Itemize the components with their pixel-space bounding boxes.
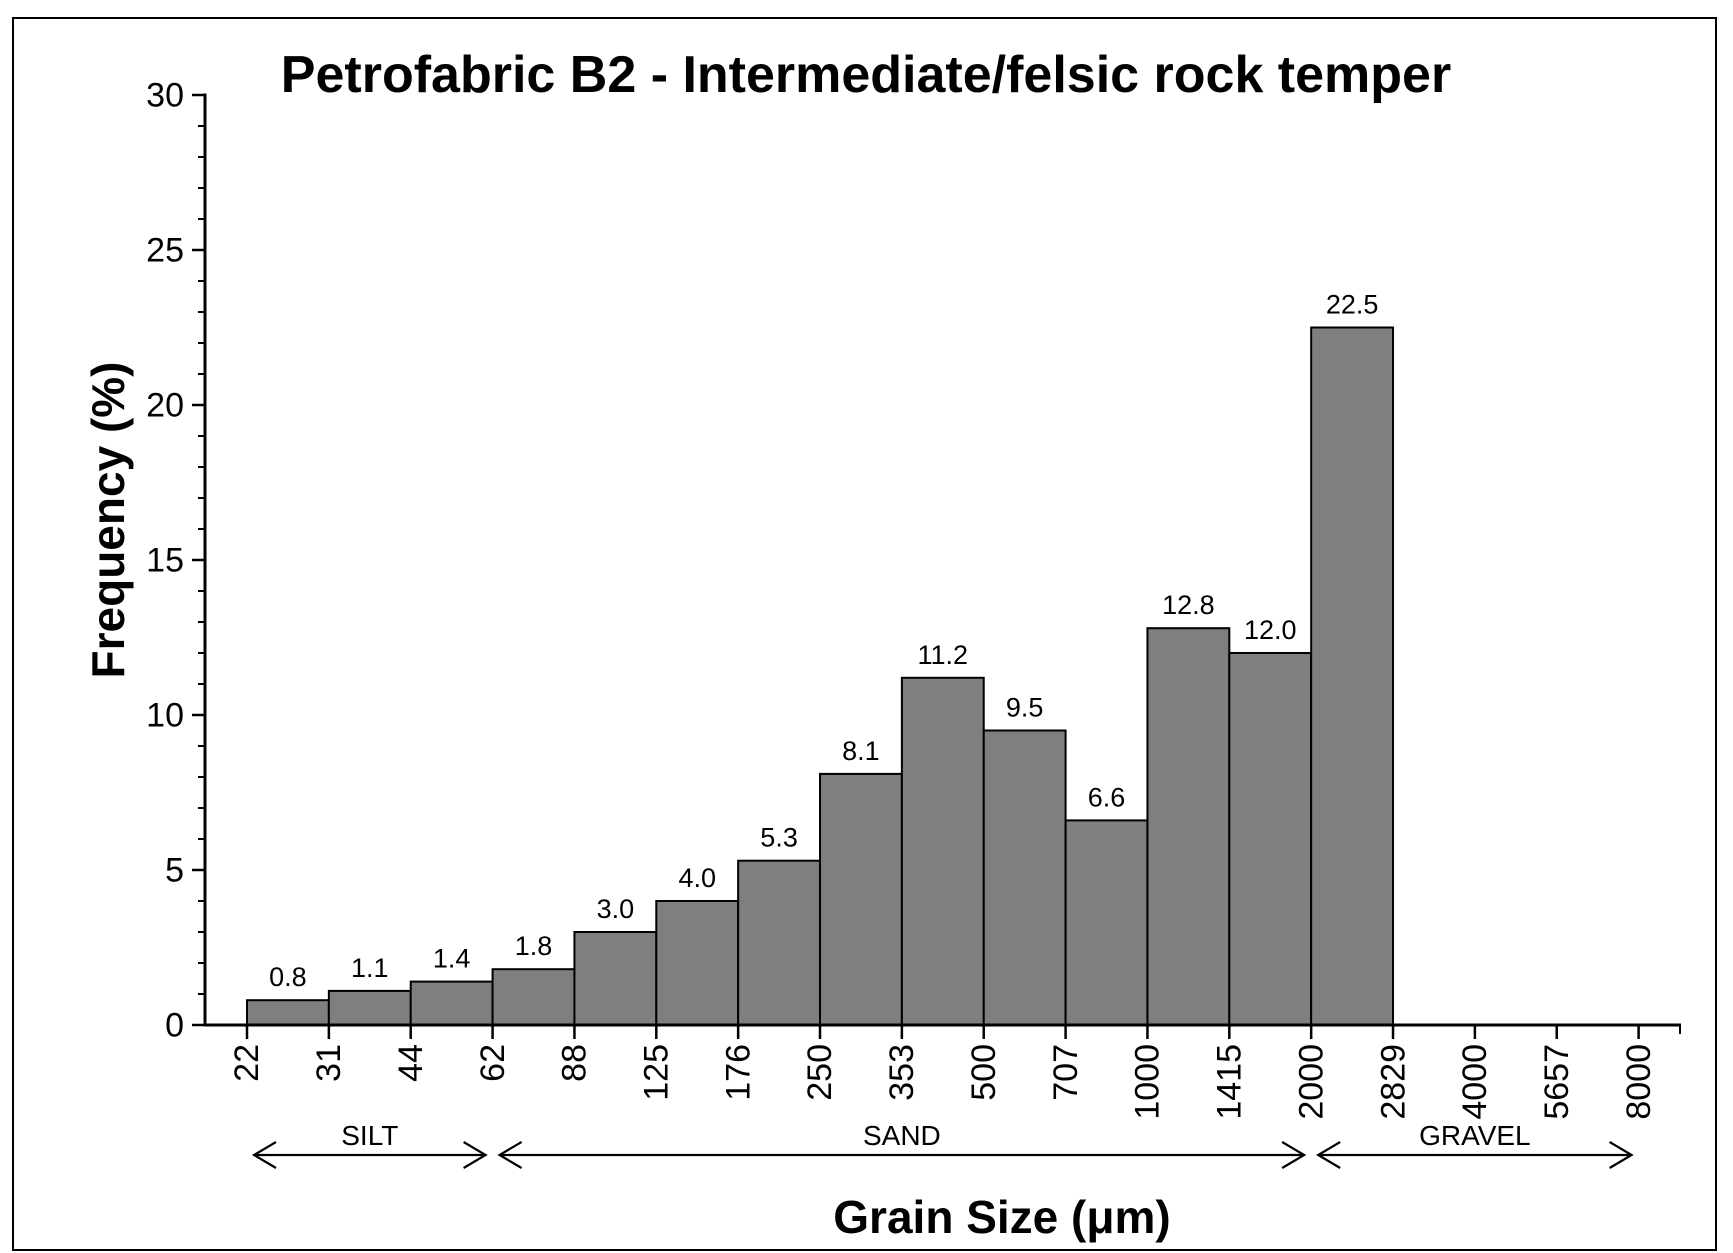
bar [573,931,658,1026]
bar-value-label: 1.8 [515,931,553,961]
x-tick-label: 88 [556,1044,594,1082]
axes-layer: 0 5 10 15 20 25 30 22 31 44 62 88 125 176 250 353 500 707… [146,77,1681,1120]
y-axis-title: Frequency (%) [82,362,134,679]
bar [737,859,822,1027]
bar-value-label: 8.1 [842,736,880,766]
x-tick-label: 176 [719,1044,757,1101]
x-tick-label: 250 [801,1044,839,1101]
bar [982,729,1067,1026]
bar [1228,652,1313,1026]
x-tick-label: 8000 [1620,1044,1658,1120]
zone-arrowhead-left [1316,1141,1341,1169]
bar-value-label: 1.1 [351,953,389,983]
zone-arrowhead-right [1281,1141,1307,1169]
y-tick-label: 20 [146,387,184,425]
bar [900,676,985,1026]
x-tick-label: 1415 [1211,1044,1249,1120]
x-tick-label: 44 [392,1044,430,1082]
y-tick-label: 25 [146,232,184,270]
bar-value-label: 22.5 [1326,290,1379,320]
x-tick-label: 22 [228,1044,266,1082]
y-tick-label: 0 [165,1007,184,1045]
bar-value-label: 3.0 [597,894,635,924]
x-tick-label: 1000 [1129,1044,1167,1120]
zone-arrowhead-left [251,1141,277,1169]
zone-arrowhead-right [463,1141,488,1169]
bar [409,980,494,1026]
bar [1146,627,1231,1026]
zones-layer: SILT SAND GRAVEL [251,1120,1634,1169]
x-tick-label: 707 [1047,1044,1085,1101]
x-tick-label: 4000 [1456,1044,1494,1120]
bar [491,968,576,1027]
x-tick-label: 500 [965,1044,1003,1101]
bar [819,772,903,1027]
zone-label: GRAVEL [1419,1120,1531,1151]
x-tick-label: 2829 [1374,1044,1412,1120]
bar-value-label: 1.4 [433,944,471,974]
x-tick-label: 353 [883,1044,921,1101]
bar-value-label: 5.3 [760,823,798,853]
bar-value-label: 9.5 [1006,693,1044,723]
bar-value-label: 0.8 [269,962,307,992]
zone-label: SILT [341,1120,398,1151]
bar [1310,326,1395,1026]
y-tick-label: 5 [165,852,184,890]
x-tick-label: 2000 [1292,1044,1330,1120]
x-tick-label: 5657 [1538,1044,1576,1120]
bar-value-label: 4.0 [678,863,716,893]
x-tick-label: 31 [310,1044,348,1082]
y-tick-label: 15 [146,542,184,580]
bar [1064,819,1149,1027]
x-tick-label: 125 [638,1044,676,1101]
bar-value-label: 11.2 [918,640,969,670]
zone-label: SAND [863,1120,941,1151]
bar [655,900,740,1026]
figure-border [12,17,1717,1251]
bar-value-label: 12.8 [1162,590,1215,620]
x-tick-label: 62 [474,1044,512,1082]
bar [327,989,412,1027]
y-tick-label: 10 [146,697,184,735]
y-tick-label: 30 [146,77,184,115]
zone-arrowhead-right [1609,1141,1634,1169]
zone-arrowhead-left [497,1141,523,1169]
x-axis-title: Grain Size (μm) [833,1191,1170,1243]
bar-value-label: 12.0 [1244,615,1297,645]
bar [246,999,330,1027]
chart-title: Petrofabric B2 - Intermediate/felsic roc… [281,46,1451,104]
bar-value-label: 6.6 [1088,782,1126,812]
